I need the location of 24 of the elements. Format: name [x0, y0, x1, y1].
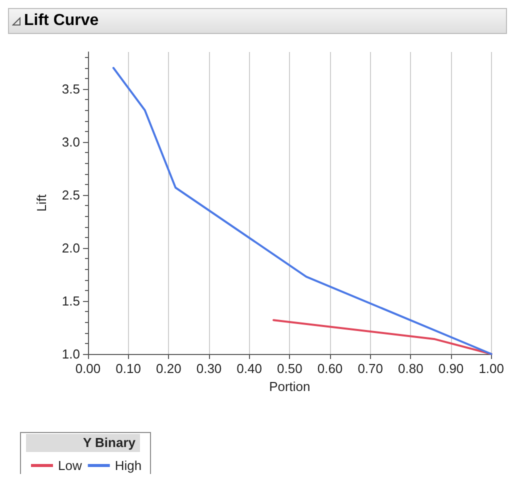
x-tick-label: 1.00 — [478, 361, 504, 376]
x-tick-label: 0.00 — [75, 361, 101, 376]
x-tick-label: 0.20 — [156, 361, 182, 376]
y-tick-label: 3.5 — [62, 82, 80, 97]
x-tick-label: 0.10 — [116, 361, 141, 376]
x-tick-label: 0.80 — [398, 361, 424, 376]
y-tick-label: 2.5 — [62, 188, 80, 203]
y-tick-label: 1.5 — [62, 294, 80, 309]
y-tick-label: 3.0 — [62, 134, 80, 150]
y-axis-title: Lift — [34, 194, 49, 212]
x-axis-title: Portion — [269, 378, 310, 394]
line-series — [112, 66, 492, 355]
x-tick-label: 0.40 — [236, 361, 262, 376]
chart-title: Lift Curve — [24, 12, 99, 30]
x-tick-label: 0.50 — [277, 361, 302, 376]
x-tick-label: 0.60 — [317, 361, 343, 376]
x-tick-label: 0.90 — [438, 361, 464, 376]
y-tick-label: 2.0 — [62, 240, 80, 256]
legend-label: Low — [58, 458, 82, 473]
legend-title: Y Binary — [83, 435, 136, 450]
y-tick-label: 1.0 — [62, 346, 80, 362]
x-tick-label: 0.70 — [358, 361, 383, 376]
legend-label: High — [114, 458, 142, 473]
x-tick-label: 0.30 — [196, 361, 222, 376]
